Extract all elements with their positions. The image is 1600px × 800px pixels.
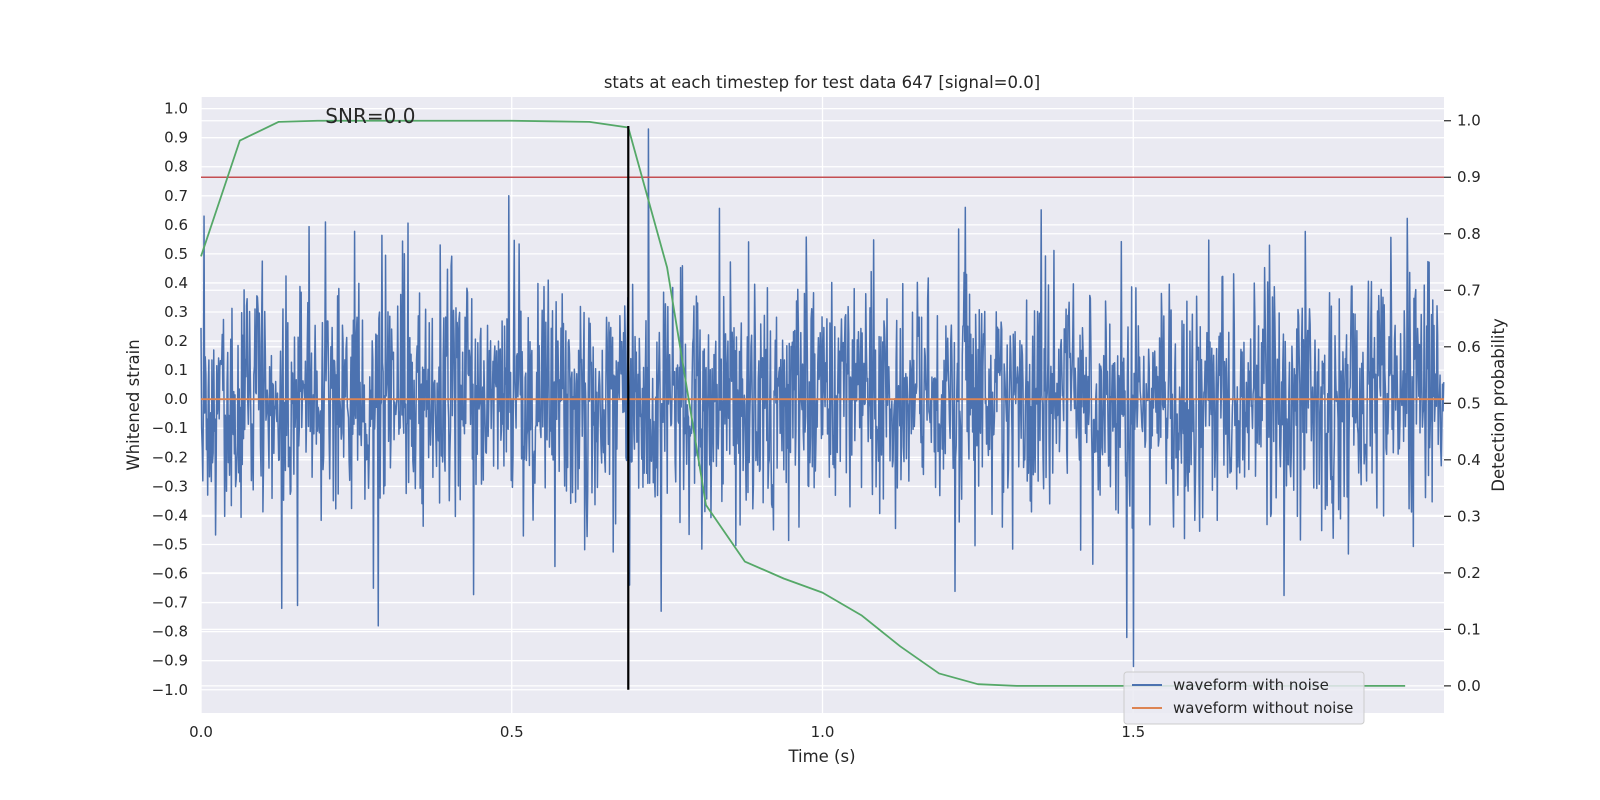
y-axis-left-label: Whitened strain xyxy=(124,339,143,470)
x-tick-label: 0.0 xyxy=(189,723,213,741)
y-left-tick-label: 0.0 xyxy=(164,390,188,408)
y-left-tick-label: 0.2 xyxy=(164,332,188,350)
x-tick-label: 0.5 xyxy=(500,723,524,741)
y-right-tick-label: 0.2 xyxy=(1457,564,1481,582)
y-left-tick-label: −1.0 xyxy=(152,681,188,699)
y-left-tick-label: −0.5 xyxy=(152,535,188,553)
y-left-tick-label: 0.1 xyxy=(164,361,188,379)
y-left-tick-label: 0.6 xyxy=(164,216,188,234)
series-waveform-with-noise xyxy=(200,128,1445,668)
y-left-tick-label: 1.0 xyxy=(164,100,188,118)
y-right-tick-label: 0.0 xyxy=(1457,677,1481,695)
y-axis-left: 1.0 0.9 0.8 0.7 0.6 0.5 0.4 0.3 0.2 0.1 0.0 −0.1 −0.… xyxy=(152,100,188,699)
y-left-tick-label: 0.3 xyxy=(164,303,188,321)
legend-label-waveform-with-noise: waveform with noise xyxy=(1173,676,1329,694)
y-left-tick-label: 0.8 xyxy=(164,158,188,176)
y-right-tick-label: 0.7 xyxy=(1457,281,1481,299)
x-tick-label: 1.5 xyxy=(1121,723,1145,741)
y-left-tick-label: −0.6 xyxy=(152,565,188,583)
y-left-tick-label: 0.9 xyxy=(164,129,188,147)
y-right-tick-label: 0.3 xyxy=(1457,507,1481,525)
y-right-tick-label: 0.1 xyxy=(1457,620,1481,638)
y-right-tick-label: 0.6 xyxy=(1457,338,1481,356)
chart-title: stats at each timestep for test data 647… xyxy=(604,73,1040,92)
legend-label-waveform-without-noise: waveform without noise xyxy=(1173,699,1353,717)
y-left-tick-label: 0.7 xyxy=(164,187,188,205)
y-right-tick-label: 0.5 xyxy=(1457,394,1481,412)
y-right-tick-label: 0.9 xyxy=(1457,168,1481,186)
y-right-tick-label: 1.0 xyxy=(1457,112,1481,130)
y-right-tick-label: 0.8 xyxy=(1457,225,1481,243)
y-right-tick-label: 0.4 xyxy=(1457,451,1481,469)
y-left-tick-label: −0.3 xyxy=(152,477,188,495)
y-left-tick-label: −0.4 xyxy=(152,506,188,524)
y-left-tick-label: −0.1 xyxy=(152,419,188,437)
y-left-tick-label: −0.7 xyxy=(152,594,188,612)
snr-annotation: SNR=0.0 xyxy=(325,104,415,128)
y-axis-right: 1.0 0.9 0.8 0.7 0.6 0.5 0.4 0.3 0.2 0.1 0.0 xyxy=(1444,112,1481,695)
y-left-tick-label: −0.2 xyxy=(152,448,188,466)
y-left-tick-label: −0.8 xyxy=(152,623,188,641)
x-axis-label: Time (s) xyxy=(787,747,855,766)
y-axis-right-label: Detection probability xyxy=(1489,318,1508,492)
y-left-tick-label: 0.5 xyxy=(164,245,188,263)
x-tick-label: 1.0 xyxy=(811,723,835,741)
y-left-tick-label: 0.4 xyxy=(164,274,188,292)
legend-box xyxy=(1123,671,1365,725)
y-left-tick-label: −0.9 xyxy=(152,652,188,670)
x-axis: 0.0 0.5 1.0 1.5 xyxy=(189,723,1145,741)
legend: waveform with noise waveform without noi… xyxy=(1123,671,1365,725)
